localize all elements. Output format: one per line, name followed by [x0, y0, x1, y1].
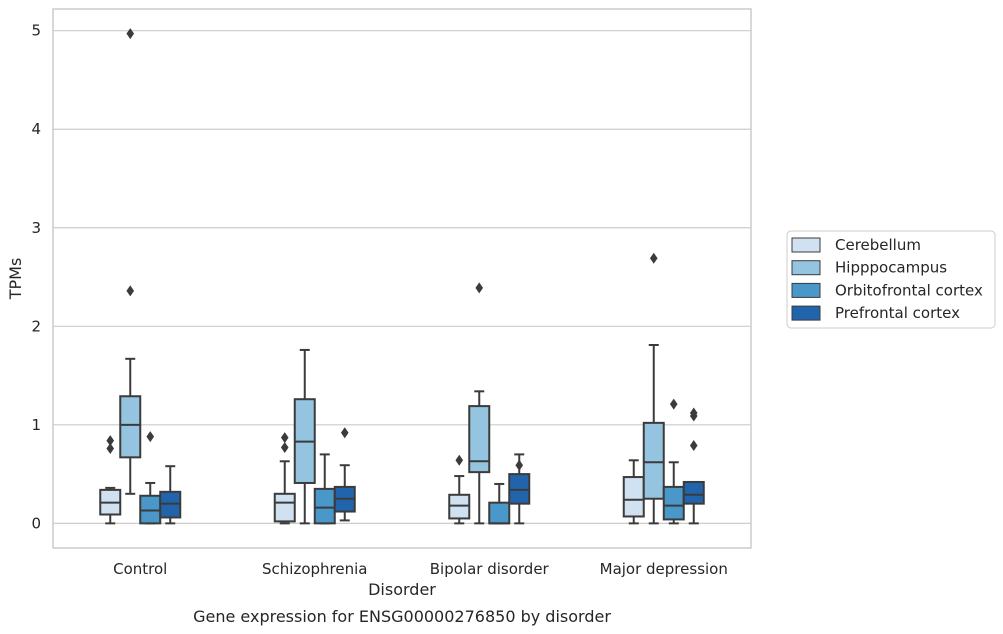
outlier-point [515, 459, 524, 471]
outlier-point [280, 432, 289, 444]
box-body [273, 492, 296, 523]
boxes [99, 28, 705, 525]
legend-swatch [791, 305, 821, 321]
x-tick-label: Major depression [600, 560, 728, 578]
box-hipppocampus [293, 348, 316, 525]
box-body [313, 487, 336, 525]
outlier-point [455, 454, 464, 466]
box-body [488, 501, 511, 525]
box-hipppocampus [468, 282, 491, 525]
box-body [119, 395, 142, 459]
box-orbitofrontal-cortex [662, 398, 685, 525]
outlier-point [280, 441, 289, 453]
box-cerebellum [99, 435, 122, 525]
outlier-point [689, 410, 698, 422]
legend-label: Hipppocampus [835, 259, 947, 277]
legend-label: Prefrontal cortex [835, 304, 960, 322]
box-cerebellum [622, 459, 645, 525]
outlier-point [146, 431, 155, 443]
box-cerebellum [448, 454, 471, 525]
legend-label: Cerebellum [835, 236, 921, 254]
x-tick-label: Bipolar disorder [430, 560, 550, 578]
tick-labels: 0 1 2 3 4 5 Control Schizophrenia Bipolar disord… [31, 22, 727, 578]
y-tick-label: 1 [31, 416, 41, 434]
y-tick-label: 3 [31, 219, 41, 237]
box-body [642, 421, 665, 500]
outlier-point [126, 28, 135, 40]
outlier-point [340, 427, 349, 439]
box-orbitofrontal-cortex [313, 453, 336, 525]
legend-frame [786, 230, 996, 329]
box-body [622, 476, 645, 518]
outlier-point [689, 440, 698, 452]
legend-swatch [791, 282, 821, 298]
y-tick-label: 2 [31, 317, 41, 335]
legend: Cerebellum Hipppocampus Orbitofrontal cort… [786, 230, 996, 329]
x-axis-label: Disorder [368, 580, 436, 599]
outlier-point [106, 442, 115, 454]
box-body [662, 485, 685, 521]
outlier-point [106, 435, 115, 447]
y-tick-label: 4 [31, 120, 41, 138]
outlier-point [475, 282, 484, 294]
legend-swatch [791, 260, 821, 276]
legend-swatch [791, 237, 821, 253]
x-tick-label: Control [113, 560, 167, 578]
y-tick-label: 5 [31, 22, 41, 40]
outlier-point [649, 252, 658, 264]
outlier-point [669, 398, 678, 410]
box-cerebellum [273, 432, 296, 525]
box-body [468, 405, 491, 474]
box-prefrontal-cortex [159, 465, 182, 525]
box-orbitofrontal-cortex [488, 482, 511, 525]
box-prefrontal-cortex [682, 407, 705, 525]
plot-frame [52, 8, 752, 549]
box-prefrontal-cortex [333, 427, 356, 522]
chart-caption: Gene expression for ENSG00000276850 by d… [193, 607, 611, 626]
box-body [682, 480, 705, 505]
x-tick-label: Schizophrenia [262, 560, 367, 578]
outlier-point [126, 285, 135, 297]
box-hipppocampus [119, 28, 142, 495]
box-prefrontal-cortex [508, 453, 531, 525]
legend-label: Orbitofrontal cortex [835, 281, 983, 299]
box-hipppocampus [642, 252, 665, 525]
y-axis-label: TPMs [6, 258, 25, 301]
y-tick-label: 0 [31, 514, 41, 532]
box-orbitofrontal-cortex [139, 431, 162, 525]
